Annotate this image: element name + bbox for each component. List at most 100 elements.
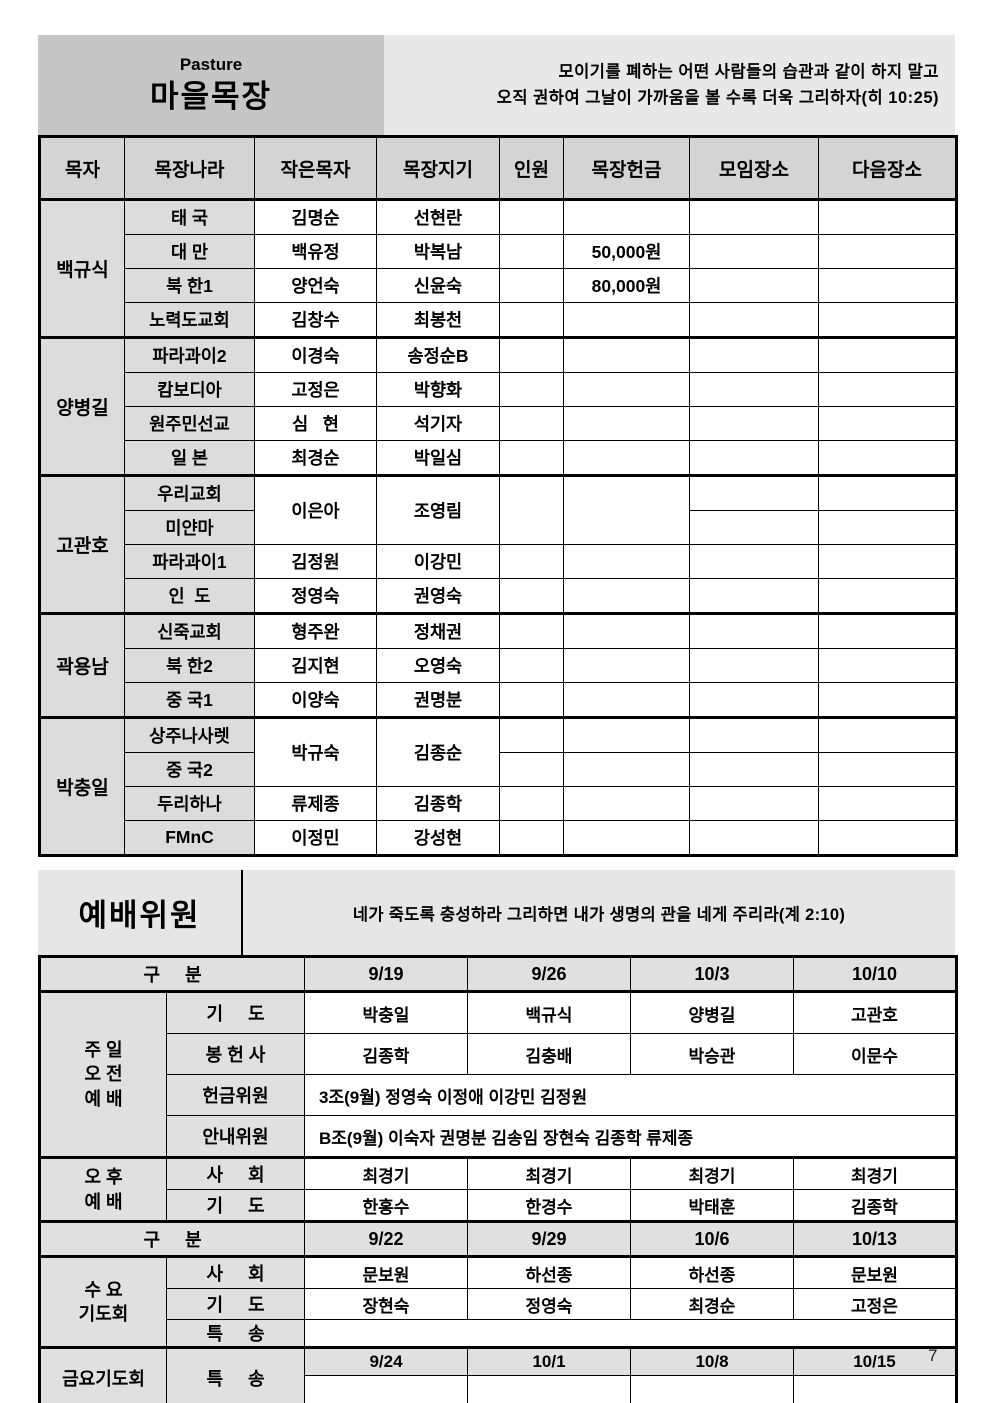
service-group-label: 주 일 오 전 예 배 — [39, 991, 167, 1158]
person-cell: 최경기 — [304, 1156, 468, 1190]
role-label: 봉 헌 사 — [166, 1033, 305, 1075]
place-cell — [689, 234, 819, 269]
offering-cell — [563, 578, 690, 614]
offering-cell — [563, 786, 690, 821]
small-shepherd-cell: 김명순 — [254, 198, 377, 235]
special-song-cell — [793, 1375, 957, 1403]
shepherd-name: 박충일 — [39, 716, 125, 856]
table-row: FMnC 이정민 강성현 — [40, 820, 957, 856]
table-row: 대 만 백유정 박복남 50,000원 — [40, 234, 957, 269]
table-row: 수 요 기도회 사 회 문보원 하선종 하선종 문보원 — [39, 1256, 957, 1348]
person-cell: 김종학 — [793, 1189, 957, 1222]
role-label: 사 회 — [166, 1156, 305, 1190]
place-cell — [689, 406, 819, 441]
count-cell — [499, 716, 564, 753]
person-cell: 양병길 — [630, 991, 794, 1034]
committee-members: 3조(9월) 정영숙 이정애 이강민 김정원 — [304, 1074, 957, 1116]
count-cell — [499, 786, 564, 821]
country-cell: 미얀마 — [124, 510, 255, 545]
keeper-cell: 박일심 — [376, 440, 500, 476]
worship-verse: 네가 죽도록 충성하라 그리하면 내가 생명의 관을 네게 주리라(계 2:10… — [243, 870, 955, 955]
person-cell: 문보원 — [793, 1256, 957, 1289]
count-cell — [499, 336, 564, 373]
keeper-cell: 신윤숙 — [376, 268, 500, 303]
small-shepherd-cell: 이정민 — [254, 820, 377, 856]
offering-cell — [563, 302, 690, 338]
person-cell: 박태훈 — [630, 1189, 794, 1222]
country-cell: 북 한1 — [124, 268, 255, 303]
next-place-cell — [818, 268, 957, 303]
country-cell: 파라과이2 — [124, 336, 255, 373]
keeper-cell: 선현란 — [376, 198, 500, 235]
pasture-title-box: Pasture 마을목장 — [38, 35, 384, 135]
small-shepherd-cell: 김창수 — [254, 302, 377, 338]
count-cell — [499, 198, 564, 235]
col-header-offering: 목장헌금 — [563, 136, 690, 201]
place-cell — [689, 786, 819, 821]
worship-table: 구 분 9/19 9/26 10/3 10/10 주 일 오 전 예 배 기 도… — [38, 955, 958, 1403]
keeper-cell: 김종학 — [376, 786, 500, 821]
person-cell: 한홍수 — [304, 1189, 468, 1222]
date-cell: 10/8 — [630, 1346, 794, 1376]
keeper-cell: 강성현 — [376, 820, 500, 856]
country-cell: 우리교회 — [124, 474, 255, 511]
keeper-cell: 이강민 — [376, 544, 500, 579]
place-cell — [689, 682, 819, 718]
offering-cell — [563, 752, 690, 787]
table-row: 박충일 상주나사렛 박규숙 김종순 — [39, 716, 957, 856]
table-row: 인 도 정영숙 권영숙 — [40, 578, 957, 614]
small-shepherd-cell: 양언숙 — [254, 268, 377, 303]
role-label: 사 회 — [166, 1256, 305, 1289]
division-label: 구 분 — [39, 1220, 305, 1258]
place-cell — [689, 474, 819, 511]
person-cell: 문보원 — [304, 1256, 468, 1289]
date-cell: 9/29 — [467, 1220, 631, 1258]
country-cell: 일 본 — [124, 440, 255, 476]
next-place-cell — [818, 336, 957, 373]
person-cell: 김종학 — [304, 1033, 468, 1075]
country-cell: 북 한2 — [124, 648, 255, 683]
offering-cell — [563, 612, 690, 649]
table-row: 기 도 한홍수 한경수 박태훈 김종학 — [40, 1189, 957, 1222]
offering-cell — [563, 198, 690, 235]
role-label: 기 도 — [166, 991, 305, 1034]
person-cell: 정영숙 — [467, 1288, 631, 1320]
person-cell: 고관호 — [793, 991, 957, 1034]
count-cell — [499, 372, 564, 407]
person-cell: 이문수 — [793, 1033, 957, 1075]
person-cell: 최경기 — [630, 1156, 794, 1190]
keeper-cell: 김종순 — [376, 716, 500, 787]
small-shepherd-cell: 고정은 — [254, 372, 377, 407]
place-cell — [689, 544, 819, 579]
col-header-shepherd: 목자 — [39, 136, 125, 201]
count-cell — [499, 440, 564, 476]
next-place-cell — [818, 234, 957, 269]
special-song-cell — [304, 1319, 957, 1348]
count-cell — [499, 612, 564, 649]
shepherd-name: 고관호 — [39, 474, 125, 614]
col-header-next-place: 다음장소 — [818, 136, 957, 201]
division-label: 구 분 — [39, 956, 305, 993]
place-cell — [689, 440, 819, 476]
count-cell — [499, 682, 564, 718]
date-cell: 9/22 — [304, 1220, 468, 1258]
table-row: 백규식 태 국 김명순 선현란 — [39, 198, 957, 338]
table-row: 기 도 장현숙 정영숙 최경순 고정은 — [40, 1288, 957, 1320]
offering-cell — [563, 648, 690, 683]
next-place-cell — [818, 716, 957, 753]
next-place-cell — [818, 820, 957, 856]
pasture-verse-box: 모이기를 폐하는 어떤 사람들의 습관과 같이 하지 말고 오직 권하여 그날이… — [384, 35, 955, 135]
country-cell: 상주나사렛 — [124, 716, 255, 753]
next-place-cell — [818, 474, 957, 511]
worship-header: 예배위원 네가 죽도록 충성하라 그리하면 내가 생명의 관을 네게 주리라(계… — [38, 870, 955, 955]
date-cell: 10/3 — [630, 956, 794, 993]
role-label: 헌금위원 — [166, 1074, 305, 1116]
country-cell: 인 도 — [124, 578, 255, 614]
pasture-title: 마을목장 — [149, 78, 273, 114]
role-label: 기 도 — [166, 1189, 305, 1222]
small-shepherd-cell: 정영숙 — [254, 578, 377, 614]
country-cell: 신죽교회 — [124, 612, 255, 649]
offering-cell — [563, 440, 690, 476]
table-row: 곽용남 신죽교회 형주완 정채권 — [39, 612, 957, 718]
table-row: 미얀마 — [40, 510, 957, 545]
